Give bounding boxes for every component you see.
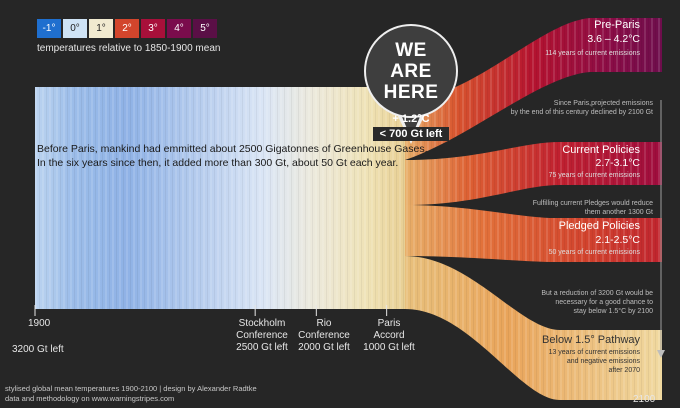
historical-stripes — [35, 87, 405, 309]
axis-arrow-icon — [657, 350, 665, 358]
side-note-line: Since Paris,projected emissions — [553, 100, 653, 107]
here-line-2: ARE — [390, 60, 432, 82]
milestone-line: 1000 Gt left — [363, 342, 415, 353]
band-pledged-policies-stripes — [405, 205, 662, 262]
end-year-label: 2100 — [633, 394, 656, 405]
temperature-legend: -1° 0° 1° 2° 3° 4° 5° — [37, 19, 219, 38]
milestone-line: Paris — [377, 318, 401, 329]
side-note-line: necessary for a good chance to — [555, 299, 653, 306]
side-note-line: stay below 1.5°C by 2100 — [573, 308, 653, 315]
legend-swatch: 2° — [115, 19, 139, 38]
budget-left-label: < 700 Gt left — [373, 127, 449, 141]
scenario-below15-note-1: 13 years of current emissions — [548, 349, 640, 356]
scenario-pre-paris-range: 3.6 – 4.2°C — [587, 33, 640, 45]
milestone-ticks — [34, 305, 388, 316]
scenario-bands — [405, 18, 662, 400]
intro-text: Before Paris, mankind had emmitted about… — [37, 142, 427, 170]
intro-line-1: Before Paris, mankind had emmitted about… — [37, 143, 428, 155]
scenario-below15-note-2: and negative emissions — [566, 358, 640, 365]
scenario-pledged-note: 50 years of current emissions — [548, 249, 640, 256]
scenario-pre-paris-title: Pre-Paris — [594, 19, 640, 31]
scenario-current-title: Current Policies — [562, 144, 640, 156]
scenario-current-range: 2.7-3.1°C — [595, 157, 640, 169]
scenario-pledged-range: 2.1-2.5°C — [595, 234, 640, 246]
start-budget-label: 3200 Gt left — [12, 344, 64, 355]
side-note-line: them another 1300 Gt — [584, 209, 653, 216]
intro-line-2: In the six years since then, it added mo… — [37, 157, 399, 169]
start-year-label: 1900 — [28, 318, 51, 329]
legend-caption: temperatures relative to 1850-1900 mean — [37, 43, 221, 54]
band-current-policies-stripes — [405, 142, 662, 205]
here-line-1: WE — [395, 39, 427, 61]
here-line-3: HERE — [383, 81, 439, 103]
milestone-line: Conference — [298, 330, 350, 341]
footer-line-2: data and methodology on www.warningstrip… — [5, 394, 175, 403]
legend-swatch: 3° — [141, 19, 165, 38]
side-note-line: by the end of this century declined by 2… — [510, 109, 653, 116]
scenario-below15-title: Below 1.5° Pathway — [542, 334, 640, 346]
milestone-stockholm: Stockholm Conference 2500 Gt left — [232, 318, 292, 354]
scenario-pre-paris-note: 114 years of current emissions — [545, 50, 640, 57]
we-are-here-marker: WE ARE HERE — [364, 24, 458, 118]
milestone-line: Rio — [316, 318, 332, 329]
milestone-line: Accord — [373, 330, 405, 341]
legend-swatch: -1° — [37, 19, 61, 38]
scenario-pledged-title: Pledged Policies — [558, 220, 640, 232]
scenario-current-note: 75 years of current emissions — [548, 172, 640, 179]
legend-swatch: 5° — [193, 19, 217, 38]
milestone-line: Stockholm — [238, 318, 286, 329]
scenario-below15-note-3: after 2070 — [608, 367, 640, 374]
milestone-rio: Rio Conference 2000 Gt left — [294, 318, 354, 354]
milestone-paris: Paris Accord 1000 Gt left — [358, 318, 420, 354]
band-below-1-5-stripes — [405, 256, 662, 400]
side-note-line: But a reduction of 3200 Gt would be — [541, 290, 653, 297]
legend-swatch: 4° — [167, 19, 191, 38]
footer-credits: stylised global mean temperatures 1900-2… — [5, 384, 257, 404]
historical-stripes-band — [35, 87, 405, 309]
side-note-since-paris: Since Paris,projected emissions by the e… — [511, 99, 653, 117]
side-note-reduction: But a reduction of 3200 Gt would be nece… — [541, 289, 653, 316]
side-note-pledges: Fulfilling current Pledges would reduce … — [533, 199, 653, 217]
milestone-line: 2000 Gt left — [298, 342, 350, 353]
side-note-line: Fulfilling current Pledges would reduce — [532, 200, 653, 207]
milestone-line: Conference — [236, 330, 288, 341]
legend-swatch: 1° — [89, 19, 113, 38]
legend-swatch: 0° — [63, 19, 87, 38]
footer-line-1: stylised global mean temperatures 1900-2… — [5, 384, 257, 393]
band-pre-paris-stripes — [405, 18, 662, 160]
current-warming-label: + 1.2°C — [392, 113, 430, 125]
milestone-line: 2500 Gt left — [236, 342, 288, 353]
